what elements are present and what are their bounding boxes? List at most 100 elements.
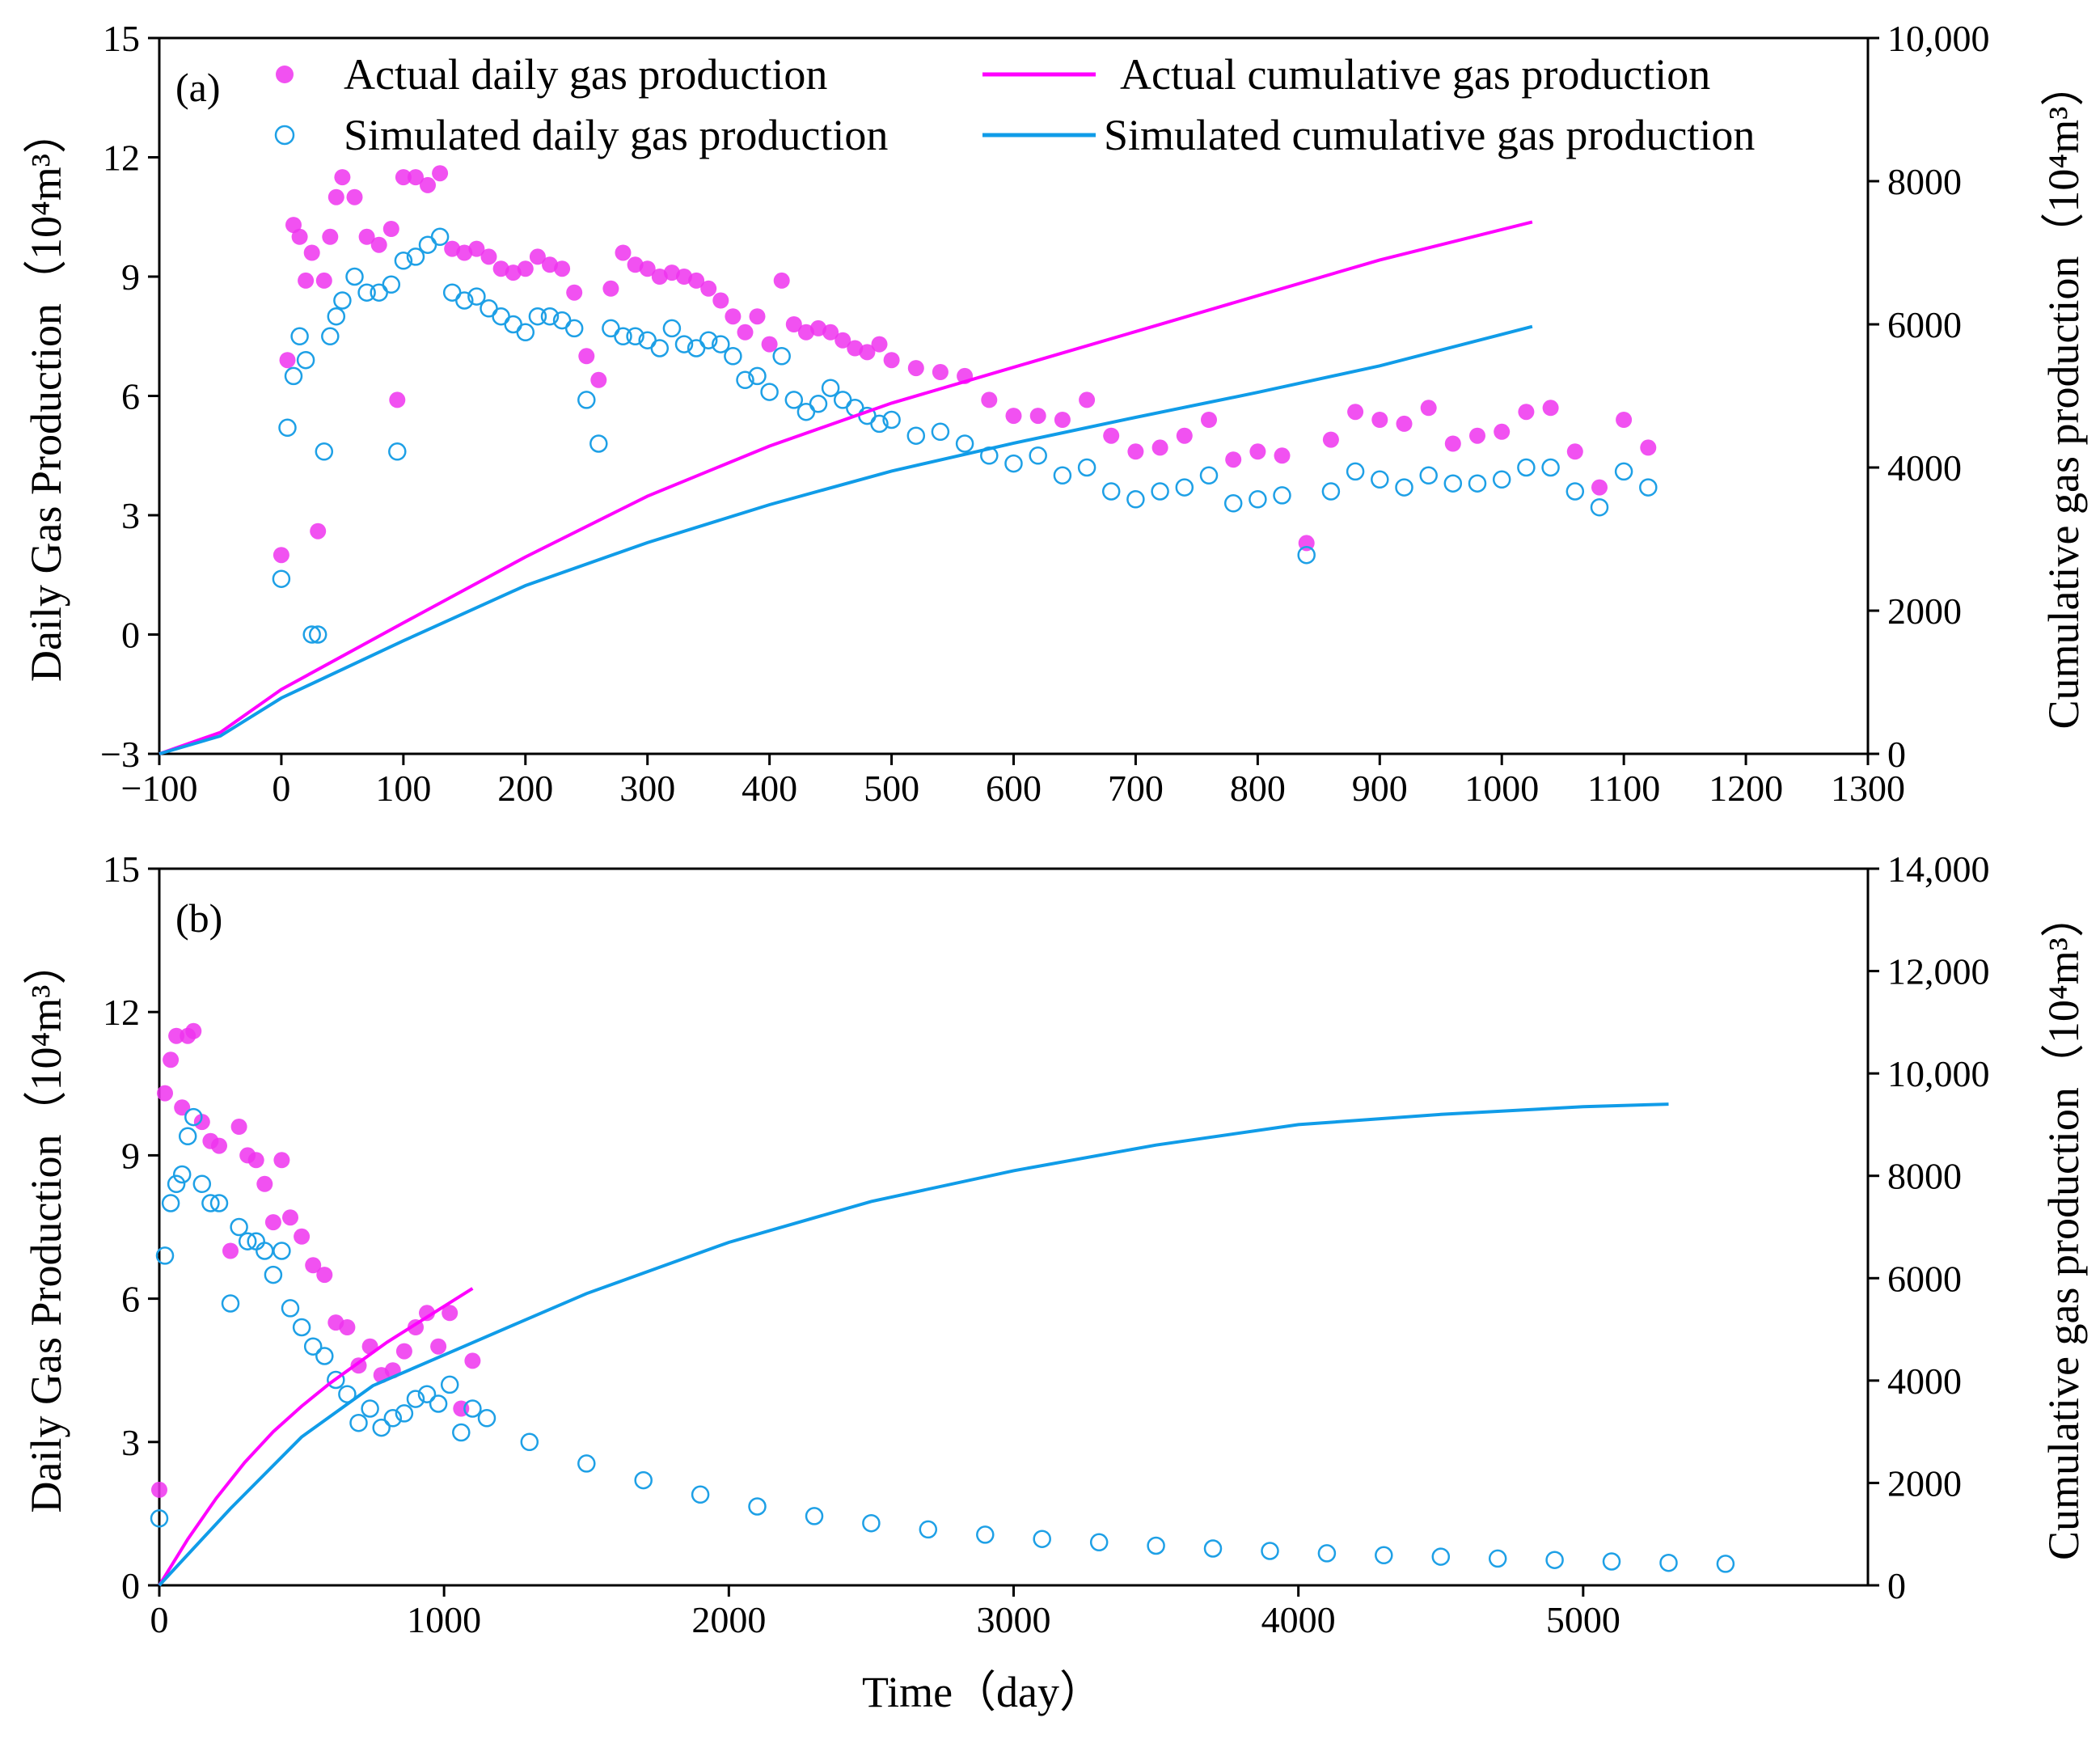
series-1-point [361, 1399, 379, 1418]
series-0-point [291, 228, 308, 245]
series-1-point [209, 1194, 229, 1212]
series-1-point [370, 283, 388, 302]
series-1-point [357, 283, 376, 302]
series-0-point [168, 1027, 185, 1044]
series-1-point [238, 1232, 257, 1250]
x-tick-label: 100 [375, 768, 431, 809]
series-1-point [1175, 478, 1194, 497]
series-0-point [676, 269, 692, 285]
series-1-point [406, 1390, 425, 1408]
series-1-point [931, 422, 950, 442]
series-1-point [302, 625, 321, 644]
series-0-point [578, 348, 595, 365]
x-tick-label: 800 [1230, 768, 1286, 809]
series-1-point [417, 1385, 437, 1403]
series-1-point [382, 275, 401, 294]
series-0-point [264, 1214, 281, 1231]
series-1-point [178, 1127, 197, 1146]
series-1-point [520, 1432, 539, 1452]
y-left-tick-label: 15 [103, 848, 140, 890]
series-0-point [1054, 412, 1071, 428]
y-left-tick-label: 0 [121, 1565, 140, 1606]
series-1-point [540, 307, 560, 326]
series-0-point [615, 244, 632, 261]
series-0-point [339, 1319, 356, 1335]
series-line-3 [158, 324, 1533, 755]
series-1-point [1053, 466, 1072, 485]
series-1-point [577, 391, 596, 409]
series-0-point [464, 1352, 481, 1369]
series-1-point [1395, 478, 1413, 497]
series-1-point [230, 1217, 248, 1237]
series-1-point [327, 307, 346, 326]
legend-actual-daily-marker [276, 66, 294, 83]
series-0-point [298, 272, 315, 289]
series-1-point [1077, 458, 1096, 477]
series-1-point [760, 383, 779, 401]
series-1-point [862, 1513, 881, 1533]
series-1-point [1147, 1536, 1165, 1555]
series-0-point [1029, 408, 1046, 425]
x-axis-label: Time（day） [862, 1668, 1103, 1716]
y-left-tick-label: 15 [103, 18, 140, 59]
series-1-point [315, 442, 334, 461]
series-1-point [504, 315, 522, 334]
series-1-point [1223, 494, 1243, 513]
series-1-point [292, 1318, 311, 1337]
series-1-point [455, 291, 474, 310]
y-right-tick-label: 14,000 [1887, 848, 1990, 890]
series-1-point [821, 379, 840, 397]
series-1-point [634, 1470, 653, 1490]
y-left-tick-label: 0 [121, 615, 140, 656]
y-right-tick-label: 0 [1887, 734, 1906, 775]
series-0-point [442, 1305, 458, 1322]
series-0-point [1444, 435, 1461, 452]
series-0-point [395, 1343, 412, 1360]
series-1-point [724, 347, 742, 366]
x-tick-label: 200 [497, 768, 553, 809]
series-0-point [822, 324, 839, 341]
series-0-point [430, 1338, 447, 1355]
y-left-tick-label: 3 [121, 1422, 140, 1463]
series-1-point [1488, 1549, 1507, 1568]
series-1-point [748, 1497, 767, 1516]
legend-simulated-cumulative-label: Simulated cumulative gas production [1104, 111, 1755, 159]
series-1-point [492, 307, 510, 326]
series-0-point [157, 1085, 173, 1102]
series-1-point [1033, 1530, 1051, 1548]
series-1-point [463, 1399, 482, 1418]
series-1-point [1199, 466, 1219, 485]
y-left-axis-label: Daily Gas Production（10⁴m³） [22, 941, 70, 1513]
series-1-point [976, 1525, 995, 1544]
series-1-point [383, 1409, 403, 1428]
x-tick-label: 600 [986, 768, 1042, 809]
series-0-point [627, 256, 644, 273]
series-1-point [372, 1418, 391, 1437]
series-0-point [749, 308, 766, 325]
series-0-point [1640, 439, 1657, 456]
series-1-point [1371, 470, 1389, 489]
series-0-point [859, 344, 876, 361]
series-1-point [296, 350, 315, 370]
series-0-point [282, 1209, 298, 1226]
series-1-point [272, 569, 291, 588]
series-1-point [528, 307, 547, 326]
series-1-point [442, 283, 462, 302]
x-tick-label: 500 [864, 768, 919, 809]
series-1-point [429, 1394, 448, 1413]
series-0-point [468, 240, 485, 257]
panel-label: (b) [175, 895, 222, 941]
series-1-point [327, 1370, 345, 1390]
series-0-point [1518, 404, 1535, 421]
series-0-point [981, 391, 998, 408]
series-0-point [1371, 412, 1388, 428]
series-0-point [688, 272, 705, 289]
series-0-point [273, 547, 289, 564]
series-0-point [1151, 439, 1168, 456]
series-0-point [492, 260, 509, 277]
series-1-point [955, 434, 974, 453]
series-0-point [408, 169, 424, 186]
series-0-point [651, 269, 668, 285]
series-0-point [602, 280, 619, 297]
series-0-point [273, 1152, 290, 1169]
